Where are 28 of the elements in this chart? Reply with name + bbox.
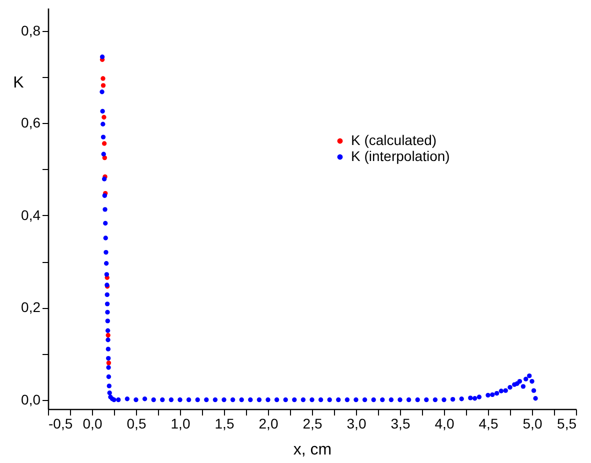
x-tick-label: 3,0 bbox=[346, 416, 366, 432]
legend-label: K (calculated) bbox=[351, 132, 437, 148]
x-tick-label: 5,5 bbox=[557, 416, 577, 432]
point bbox=[100, 83, 106, 88]
point bbox=[106, 360, 112, 366]
x-tick-label: 5,0 bbox=[522, 416, 542, 432]
x-tick-label: 0,0 bbox=[82, 416, 102, 432]
y-axis-title: K bbox=[13, 74, 24, 92]
x-tick-label: 1,0 bbox=[170, 416, 190, 432]
x-tick-label: 4,5 bbox=[478, 416, 498, 432]
y-tick-label: 0,0 bbox=[21, 391, 41, 408]
point bbox=[102, 114, 106, 120]
point bbox=[102, 141, 107, 146]
y-tick-label: 0,8 bbox=[21, 22, 41, 39]
x-tick-label: -0,5 bbox=[48, 416, 73, 432]
point bbox=[100, 76, 106, 81]
x-tick-label: 2,5 bbox=[302, 416, 322, 432]
y-tick-label: 0,6 bbox=[21, 114, 41, 131]
x-tick-label: 2,0 bbox=[258, 416, 278, 432]
y-tick-label: 0,4 bbox=[21, 206, 41, 223]
x-tick-label: 4,0 bbox=[434, 416, 454, 432]
x-axis-title: x, cm bbox=[293, 442, 332, 458]
y-tick-label: 0,2 bbox=[21, 299, 41, 316]
x-tick-label: 3,5 bbox=[390, 416, 410, 432]
x-tick-label: 0,5 bbox=[126, 416, 146, 432]
legend-label: K (interpolation) bbox=[351, 148, 450, 164]
x-tick-label: 1,5 bbox=[214, 416, 234, 432]
point bbox=[106, 332, 110, 338]
